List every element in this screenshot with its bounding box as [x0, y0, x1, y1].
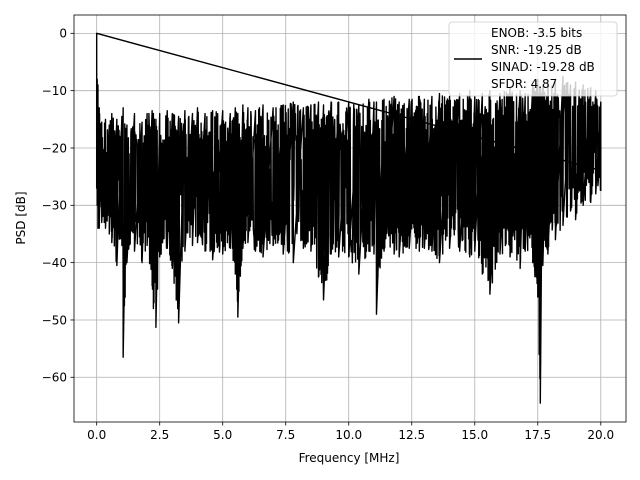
x-tick-label: 15.0: [461, 428, 488, 442]
y-tick-label: −60: [42, 371, 67, 385]
y-tick-label: −20: [42, 141, 67, 155]
legend: ENOB: -3.5 bits SNR: -19.25 dB SINAD: -1…: [448, 21, 618, 97]
x-tick-label: 0.0: [87, 428, 106, 442]
plot-frame: [73, 14, 627, 423]
x-tick-label: 2.5: [150, 428, 169, 442]
y-tick-label: −50: [42, 313, 67, 327]
x-axis-label: Frequency [MHz]: [299, 451, 400, 465]
legend-box: [448, 21, 618, 97]
x-tick-label: 20.0: [587, 428, 614, 442]
tick-layer: 0.0 2.5 5.0 7.5 10.0 12.5 15.0 17.5 20.0 0 −10 −20 −…: [42, 27, 614, 442]
legend-entry-enob: ENOB: -3.5 bits: [491, 26, 582, 40]
y-tick-label: −30: [42, 199, 67, 213]
y-tick-label: −10: [42, 84, 67, 98]
x-tick-label: 10.0: [335, 428, 362, 442]
y-tick-label: −40: [42, 256, 67, 270]
data-layer: [95, 32, 602, 404]
psd-series-line: [95, 32, 602, 404]
legend-entry-sfdr: SFDR: 4.87: [491, 77, 557, 91]
legend-entry-snr: SNR: -19.25 dB: [491, 43, 582, 57]
x-tick-label: 17.5: [524, 428, 551, 442]
legend-entry-sinad: SINAD: -19.28 dB: [491, 60, 595, 74]
x-tick-label: 5.0: [213, 428, 232, 442]
y-tick-label: 0: [59, 27, 67, 41]
x-tick-label: 12.5: [398, 428, 425, 442]
x-tick-label: 7.5: [276, 428, 295, 442]
y-axis-label: PSD [dB]: [14, 191, 28, 244]
